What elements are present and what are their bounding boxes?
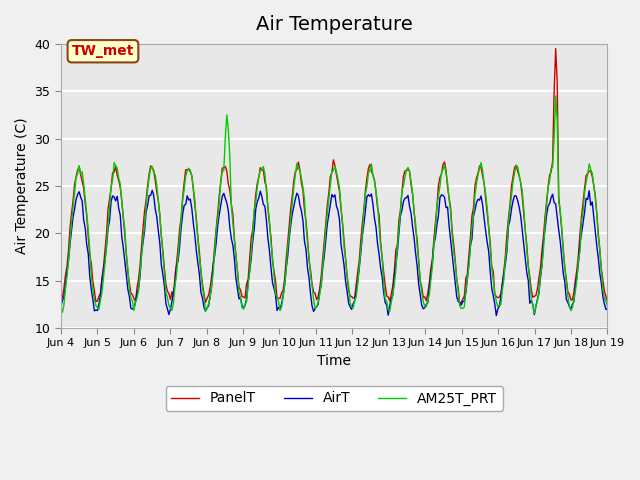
AM25T_PRT	[531, 311, 538, 316]
Line: AM25T_PRT: AM25T_PRT	[61, 96, 607, 313]
AM25T_PRT	[57, 305, 65, 311]
Title: Air Temperature: Air Temperature	[256, 15, 413, 34]
AirT	[576, 240, 584, 246]
PanelT	[552, 46, 559, 51]
PanelT	[456, 302, 463, 308]
PanelT	[296, 168, 304, 173]
Text: TW_met: TW_met	[72, 44, 134, 58]
AirT	[221, 195, 229, 201]
PanelT	[604, 299, 611, 305]
AM25T_PRT	[247, 250, 255, 256]
PanelT	[124, 269, 132, 275]
AM25T_PRT	[604, 303, 611, 309]
AM25T_PRT	[576, 249, 584, 254]
PanelT	[57, 295, 65, 301]
AirT	[492, 312, 500, 318]
AirT	[298, 208, 305, 214]
Legend: PanelT, AirT, AM25T_PRT: PanelT, AirT, AM25T_PRT	[166, 386, 502, 411]
Y-axis label: Air Temperature (C): Air Temperature (C)	[15, 118, 29, 254]
AirT	[124, 286, 132, 292]
AirT	[604, 306, 611, 312]
AM25T_PRT	[238, 305, 246, 311]
PanelT	[220, 165, 228, 170]
X-axis label: Time: Time	[317, 354, 351, 368]
AM25T_PRT	[220, 168, 228, 173]
Line: PanelT: PanelT	[61, 48, 607, 305]
AirT	[249, 239, 257, 245]
AirT	[148, 187, 156, 193]
AM25T_PRT	[124, 265, 132, 271]
Line: AirT: AirT	[61, 190, 607, 315]
PanelT	[576, 230, 584, 236]
AirT	[57, 304, 65, 310]
PanelT	[238, 293, 246, 299]
AM25T_PRT	[552, 93, 559, 99]
PanelT	[247, 235, 255, 241]
AM25T_PRT	[296, 167, 304, 173]
AirT	[240, 305, 248, 311]
